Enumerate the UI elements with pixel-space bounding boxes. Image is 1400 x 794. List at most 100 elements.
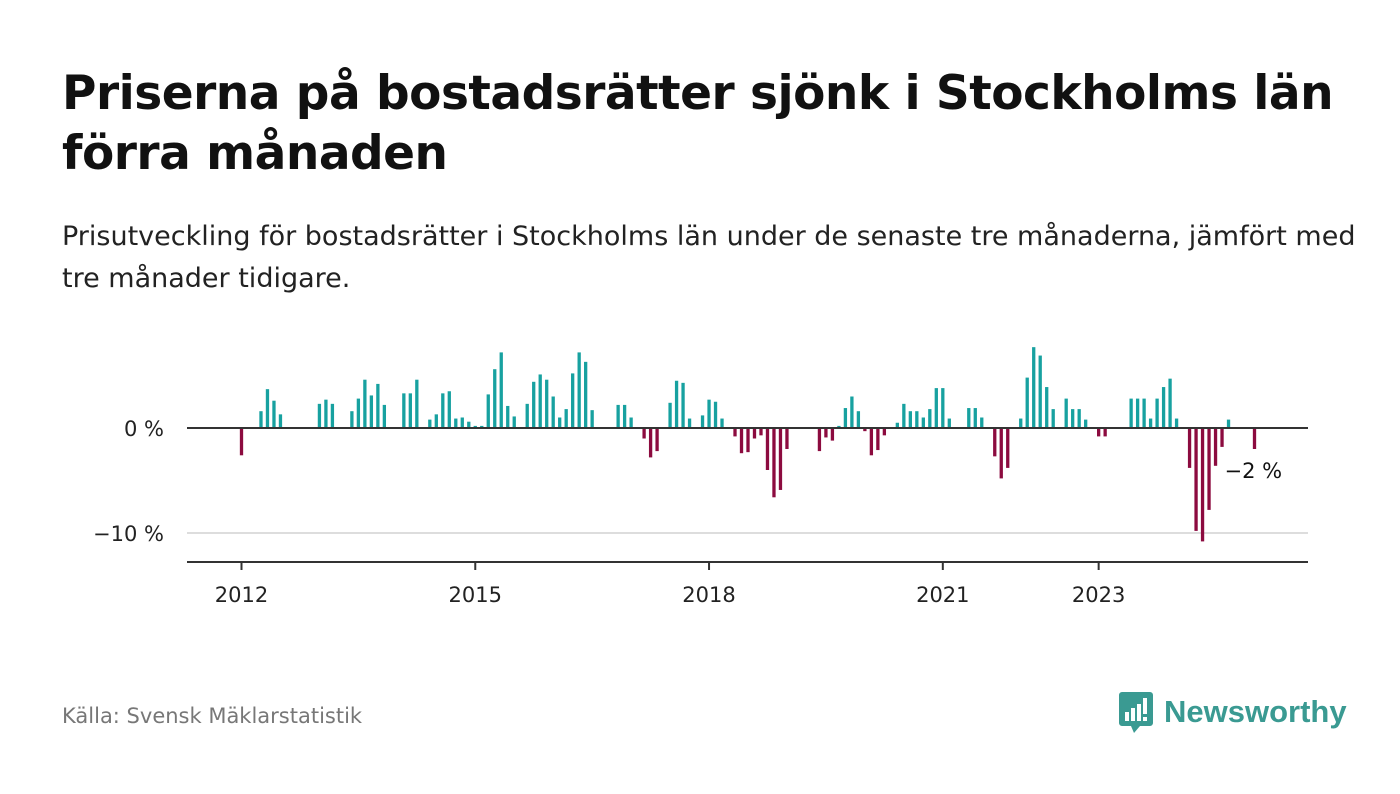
bar [460, 417, 464, 428]
bar [1161, 387, 1166, 428]
xtick-label: 2023 [1072, 583, 1125, 607]
bar [1142, 398, 1146, 428]
bar [330, 403, 335, 428]
bar [538, 374, 542, 428]
brand-logo[interactable]: Newsworthy [1118, 690, 1347, 734]
bar [655, 428, 659, 452]
ticks-layer [240, 562, 1100, 570]
bar [239, 428, 244, 456]
bar [863, 428, 867, 432]
bar [1129, 398, 1133, 428]
bar [564, 409, 568, 428]
bar [1006, 428, 1010, 468]
bar [915, 411, 919, 428]
chart-subtitle: Prisutveckling för bostadsrätter i Stock… [62, 221, 1356, 294]
bar [746, 428, 750, 453]
bar [1025, 377, 1029, 428]
bar [824, 428, 828, 438]
bar [1051, 409, 1055, 428]
bar [1200, 428, 1205, 542]
bar [674, 380, 679, 428]
bar [493, 369, 497, 428]
bar [428, 419, 432, 428]
bar [980, 417, 984, 428]
bar [947, 418, 951, 428]
bar [622, 404, 627, 428]
bar [856, 411, 861, 428]
bar [525, 403, 529, 428]
bar [1045, 387, 1049, 428]
bar [447, 391, 451, 428]
bar [1038, 355, 1042, 428]
bar [1155, 398, 1159, 428]
chart-title: Priserna på bostadsrätter sjönk i Stockh… [62, 66, 1334, 181]
bar [1174, 418, 1179, 428]
bar [577, 352, 581, 428]
bar [733, 428, 737, 437]
bar [668, 402, 672, 428]
bar [1226, 419, 1231, 428]
bars-layer [239, 347, 1257, 542]
bar [265, 389, 270, 428]
bar [571, 373, 575, 428]
xtick-label: 2018 [682, 583, 735, 607]
bar [1252, 428, 1257, 449]
bar [687, 418, 692, 428]
bar [999, 428, 1003, 479]
bar [1097, 428, 1101, 437]
bar [817, 428, 822, 452]
bar [785, 428, 789, 449]
bar [739, 428, 744, 454]
bar [876, 428, 880, 451]
bar [902, 403, 906, 428]
bar-chart: 0 % −10 % 2012 2015 2018 2021 2023 −2 % [93, 347, 1308, 607]
bar [278, 414, 283, 428]
bar [921, 417, 925, 428]
bar [402, 393, 406, 428]
bar [908, 411, 912, 428]
bar [551, 396, 555, 428]
bar [486, 394, 490, 428]
source-note: Källa: Svensk Mäklarstatistik [62, 704, 363, 728]
bar [467, 421, 471, 428]
ytick-label: −10 % [93, 522, 164, 546]
bar [415, 379, 419, 428]
bar [473, 425, 477, 428]
bar [1148, 418, 1153, 428]
bar [720, 418, 724, 428]
bar [272, 400, 276, 428]
bar [590, 410, 594, 428]
chart-area: 0 % −10 % 2012 2015 2018 2021 2023 −2 % [0, 330, 1400, 624]
bar [382, 404, 387, 428]
bar [713, 401, 718, 428]
bar [752, 428, 757, 439]
bar [869, 428, 874, 456]
bar [363, 379, 367, 428]
bar [772, 428, 776, 498]
bar [993, 428, 997, 457]
bar [1135, 398, 1140, 428]
last-value-label: −2 % [1225, 459, 1283, 483]
bar [1077, 409, 1081, 428]
xtick-label: 2021 [916, 583, 969, 607]
bar [850, 396, 854, 428]
bar [681, 382, 685, 428]
bar [707, 399, 711, 428]
bar [356, 398, 361, 428]
bar [941, 388, 945, 428]
bar [324, 399, 328, 428]
bar [934, 388, 938, 428]
xtick-label: 2015 [449, 583, 502, 607]
bar [1213, 428, 1218, 466]
bar [441, 393, 445, 428]
bar [928, 409, 932, 428]
bar [454, 418, 458, 428]
bar [837, 425, 841, 428]
bar [1019, 418, 1023, 428]
bar [480, 425, 484, 428]
bar [1187, 428, 1192, 468]
bar [259, 411, 263, 428]
bar [882, 428, 887, 436]
bar [642, 428, 646, 439]
bar [532, 381, 536, 428]
